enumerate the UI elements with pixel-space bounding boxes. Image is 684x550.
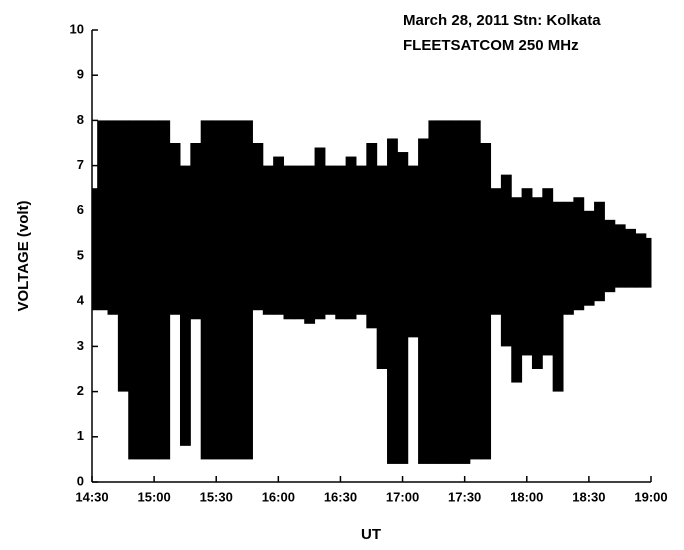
y-tick-label: 4 [77, 293, 85, 308]
signal-band [92, 188, 98, 311]
signal-band [500, 174, 512, 347]
x-tick-label: 15:30 [200, 489, 233, 504]
signal-band [614, 224, 626, 288]
signal-band [552, 201, 564, 392]
signal-band [459, 120, 471, 464]
x-tick-label: 16:30 [324, 489, 357, 504]
x-tick-label: 17:00 [386, 489, 419, 504]
signal-band [252, 143, 264, 311]
signal-band [521, 188, 533, 356]
signal-band [480, 143, 492, 460]
signal-band [407, 165, 419, 338]
plot [92, 120, 652, 464]
signal-band [511, 197, 523, 383]
signal-band [635, 233, 647, 288]
signal-band [273, 156, 285, 315]
signal-band [283, 165, 295, 320]
signal-band [449, 120, 460, 464]
x-tick-label: 15:00 [137, 489, 170, 504]
signal-band [231, 120, 243, 460]
x-tick-label: 14:30 [75, 489, 108, 504]
signal-band [428, 120, 440, 464]
signal-band [159, 120, 171, 460]
chart-title: March 28, 2011 Stn: Kolkata [403, 12, 601, 29]
signal-band [376, 165, 388, 369]
signal-band [387, 138, 398, 464]
y-tick-label: 3 [77, 338, 84, 353]
signal-band [469, 120, 481, 460]
signal-band [563, 201, 574, 315]
signal-band [573, 197, 585, 311]
chart-subtitle: FLEETSATCOM 250 MHz [403, 37, 579, 54]
signal-band [117, 120, 129, 392]
y-tick-label: 5 [77, 247, 84, 262]
signal-band [211, 120, 222, 460]
y-tick-label: 6 [77, 202, 84, 217]
signal-band [542, 188, 554, 356]
x-tick-label: 19:00 [634, 489, 667, 504]
signal-band [148, 120, 160, 460]
signal-band [345, 156, 357, 320]
signal-band [262, 165, 274, 315]
signal-band [490, 188, 502, 315]
signal-band [200, 120, 212, 460]
signal-band [645, 237, 652, 288]
y-axis-label: VOLTAGE (volt) [15, 200, 32, 311]
signal-band [366, 143, 378, 329]
signal-band [107, 120, 119, 315]
signal-band [128, 120, 140, 460]
y-tick-label: 9 [77, 67, 84, 82]
signal-band [324, 165, 336, 315]
signal-band [335, 165, 347, 320]
signal-band [625, 228, 636, 288]
x-tick-label: 18:30 [572, 489, 605, 504]
x-tick-label: 17:30 [448, 489, 481, 504]
y-tick-label: 2 [77, 383, 84, 398]
signal-band [179, 165, 191, 446]
signal-band [304, 165, 316, 324]
signal-band [531, 197, 543, 369]
signal-band [221, 120, 233, 460]
signal-band [355, 165, 367, 315]
x-tick-label: 18:00 [510, 489, 543, 504]
y-tick-label: 10 [70, 21, 84, 36]
signal-band [418, 138, 429, 464]
x-axis-label: UT [361, 526, 381, 543]
signal-band [169, 143, 181, 315]
signal-band [242, 120, 253, 460]
signal-band [604, 219, 616, 293]
x-tick-label: 16:00 [262, 489, 295, 504]
signal-band [438, 120, 450, 464]
signal-band [138, 120, 150, 460]
signal-band [190, 143, 202, 320]
signal-band [583, 210, 595, 306]
signal-band [314, 147, 326, 320]
y-tick-label: 8 [77, 112, 84, 127]
signal-band [397, 152, 409, 464]
signal-band [594, 201, 605, 302]
signal-band [293, 165, 305, 320]
signal-band [97, 120, 109, 311]
y-tick-label: 7 [77, 157, 84, 172]
y-tick-label: 1 [77, 428, 84, 443]
y-tick-label: 0 [77, 473, 84, 488]
